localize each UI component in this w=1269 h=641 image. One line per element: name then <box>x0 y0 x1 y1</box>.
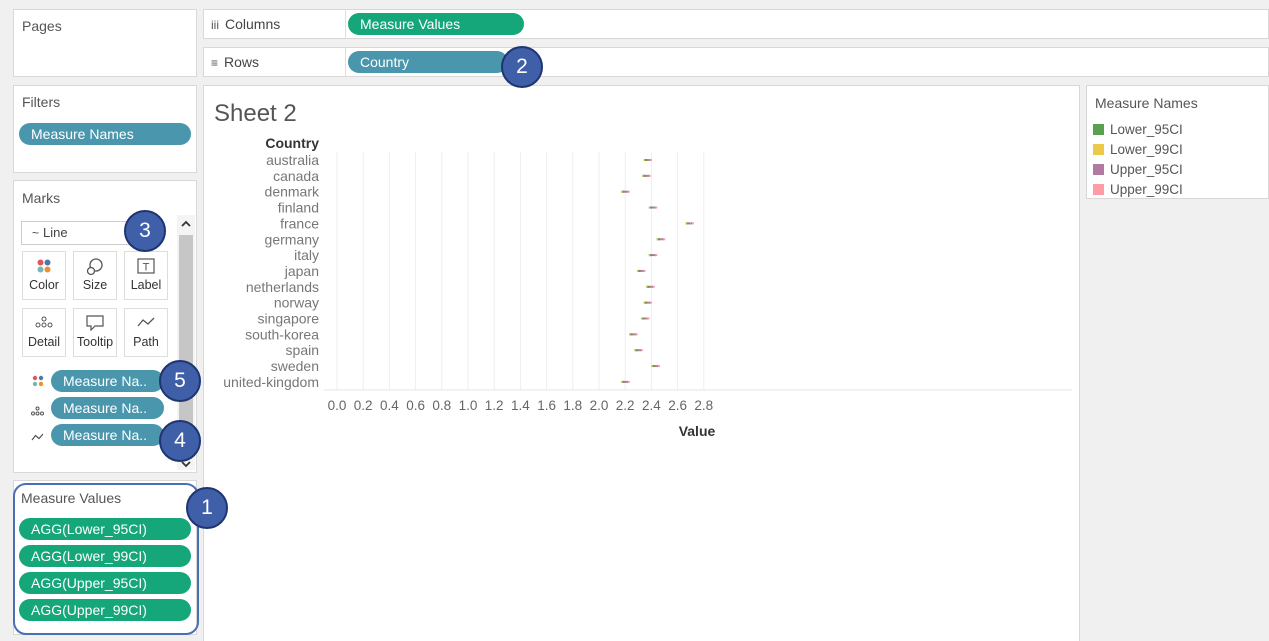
legend-swatch-upper-99 <box>1093 184 1104 195</box>
label-button-label: Label <box>130 278 162 292</box>
sheet-title: Sheet 2 <box>214 100 297 127</box>
rows-label-text: Rows <box>224 54 260 70</box>
scroll-down-icon[interactable] <box>180 457 192 469</box>
path-button-label: Path <box>133 335 159 349</box>
tooltip-button-label: Tooltip <box>76 335 114 349</box>
rows-shelf-label: ≡ Rows <box>211 54 259 70</box>
callout-4: 4 <box>159 420 201 462</box>
measure-value-pill-lower-99[interactable]: AGG(Lower_99CI) <box>19 545 191 567</box>
columns-shelf-label: iii Columns <box>211 16 280 32</box>
scroll-up-icon[interactable] <box>180 217 192 229</box>
legend-item-upper-95[interactable]: Upper_95CI <box>1093 162 1183 178</box>
callout-5: 5 <box>159 360 201 402</box>
label-button[interactable]: T Label <box>124 251 168 300</box>
columns-icon: iii <box>211 18 219 32</box>
size-button-label: Size <box>82 278 108 292</box>
size-button[interactable]: Size <box>73 251 117 300</box>
marks-title: Marks <box>22 190 61 206</box>
filter-pill-measure-names[interactable]: Measure Names <box>19 123 191 145</box>
columns-pill-measure-values[interactable]: Measure Values <box>348 13 524 35</box>
rows-pill-country[interactable]: Country <box>348 51 508 73</box>
rows-shelf-divider <box>345 48 346 76</box>
callout-2: 2 <box>501 46 543 88</box>
detail-field-icon <box>31 403 44 421</box>
filters-card[interactable]: Filters Measure Names <box>13 85 197 173</box>
path-button[interactable]: Path <box>124 308 168 357</box>
path-field-icon <box>31 429 44 447</box>
pages-card[interactable]: Pages <box>13 9 197 77</box>
rows-shelf[interactable]: ≡ Rows Country <box>203 47 1269 77</box>
legend-item-lower-99[interactable]: Lower_99CI <box>1093 142 1183 158</box>
marks-field-detail[interactable]: Measure Na.. <box>51 397 164 419</box>
pages-title: Pages <box>22 18 62 34</box>
measure-values-highlight <box>13 483 199 635</box>
path-icon <box>125 309 167 335</box>
color-button-label: Color <box>29 278 59 292</box>
detail-icon <box>23 309 65 335</box>
legend-swatch-lower-99 <box>1093 144 1104 155</box>
marks-field-path[interactable]: Measure Na.. <box>51 424 164 446</box>
legend-label-upper-99: Upper_99CI <box>1110 182 1183 197</box>
legend-label-lower-99: Lower_99CI <box>1110 142 1183 157</box>
legend-swatch-upper-95 <box>1093 164 1104 175</box>
legend-label-upper-95: Upper_95CI <box>1110 162 1183 177</box>
legend-card[interactable]: Measure Names Lower_95CI Lower_99CI Uppe… <box>1086 85 1269 199</box>
columns-shelf-divider <box>345 10 346 38</box>
color-field-icon <box>32 374 44 392</box>
detail-button[interactable]: Detail <box>22 308 66 357</box>
marks-card[interactable]: Marks ~ Line Color Size T Label Detail To… <box>13 180 197 473</box>
measure-value-pill-lower-95[interactable]: AGG(Lower_95CI) <box>19 518 191 540</box>
measure-value-pill-upper-95[interactable]: AGG(Upper_95CI) <box>19 572 191 594</box>
mark-type-label: Line <box>43 225 68 240</box>
legend-item-lower-95[interactable]: Lower_95CI <box>1093 122 1183 138</box>
tooltip-button[interactable]: Tooltip <box>73 308 117 357</box>
measure-value-pill-upper-99[interactable]: AGG(Upper_99CI) <box>19 599 191 621</box>
filters-title: Filters <box>22 94 61 110</box>
callout-1: 1 <box>186 487 228 529</box>
columns-label-text: Columns <box>225 16 281 32</box>
tooltip-icon <box>74 309 116 335</box>
svg-text:T: T <box>143 262 150 274</box>
detail-button-label: Detail <box>28 335 60 349</box>
measure-values-card[interactable]: Measure Values AGG(Lower_95CI) AGG(Lower… <box>13 480 197 635</box>
rows-icon: ≡ <box>211 56 219 70</box>
color-icon <box>23 252 65 278</box>
size-icon <box>74 252 116 278</box>
legend-item-upper-99[interactable]: Upper_99CI <box>1093 182 1183 198</box>
label-icon: T <box>125 252 167 278</box>
columns-shelf[interactable]: iii Columns Measure Values <box>203 9 1269 39</box>
color-button[interactable]: Color <box>22 251 66 300</box>
line-mark-icon: ~ <box>32 226 40 240</box>
measure-values-title: Measure Values <box>21 490 122 506</box>
marks-field-color[interactable]: Measure Na.. <box>51 370 164 392</box>
legend-label-lower-95: Lower_95CI <box>1110 122 1183 137</box>
callout-3: 3 <box>124 210 166 252</box>
view-area[interactable]: Sheet 2 <box>203 85 1080 641</box>
legend-swatch-lower-95 <box>1093 124 1104 135</box>
legend-title: Measure Names <box>1095 95 1198 111</box>
